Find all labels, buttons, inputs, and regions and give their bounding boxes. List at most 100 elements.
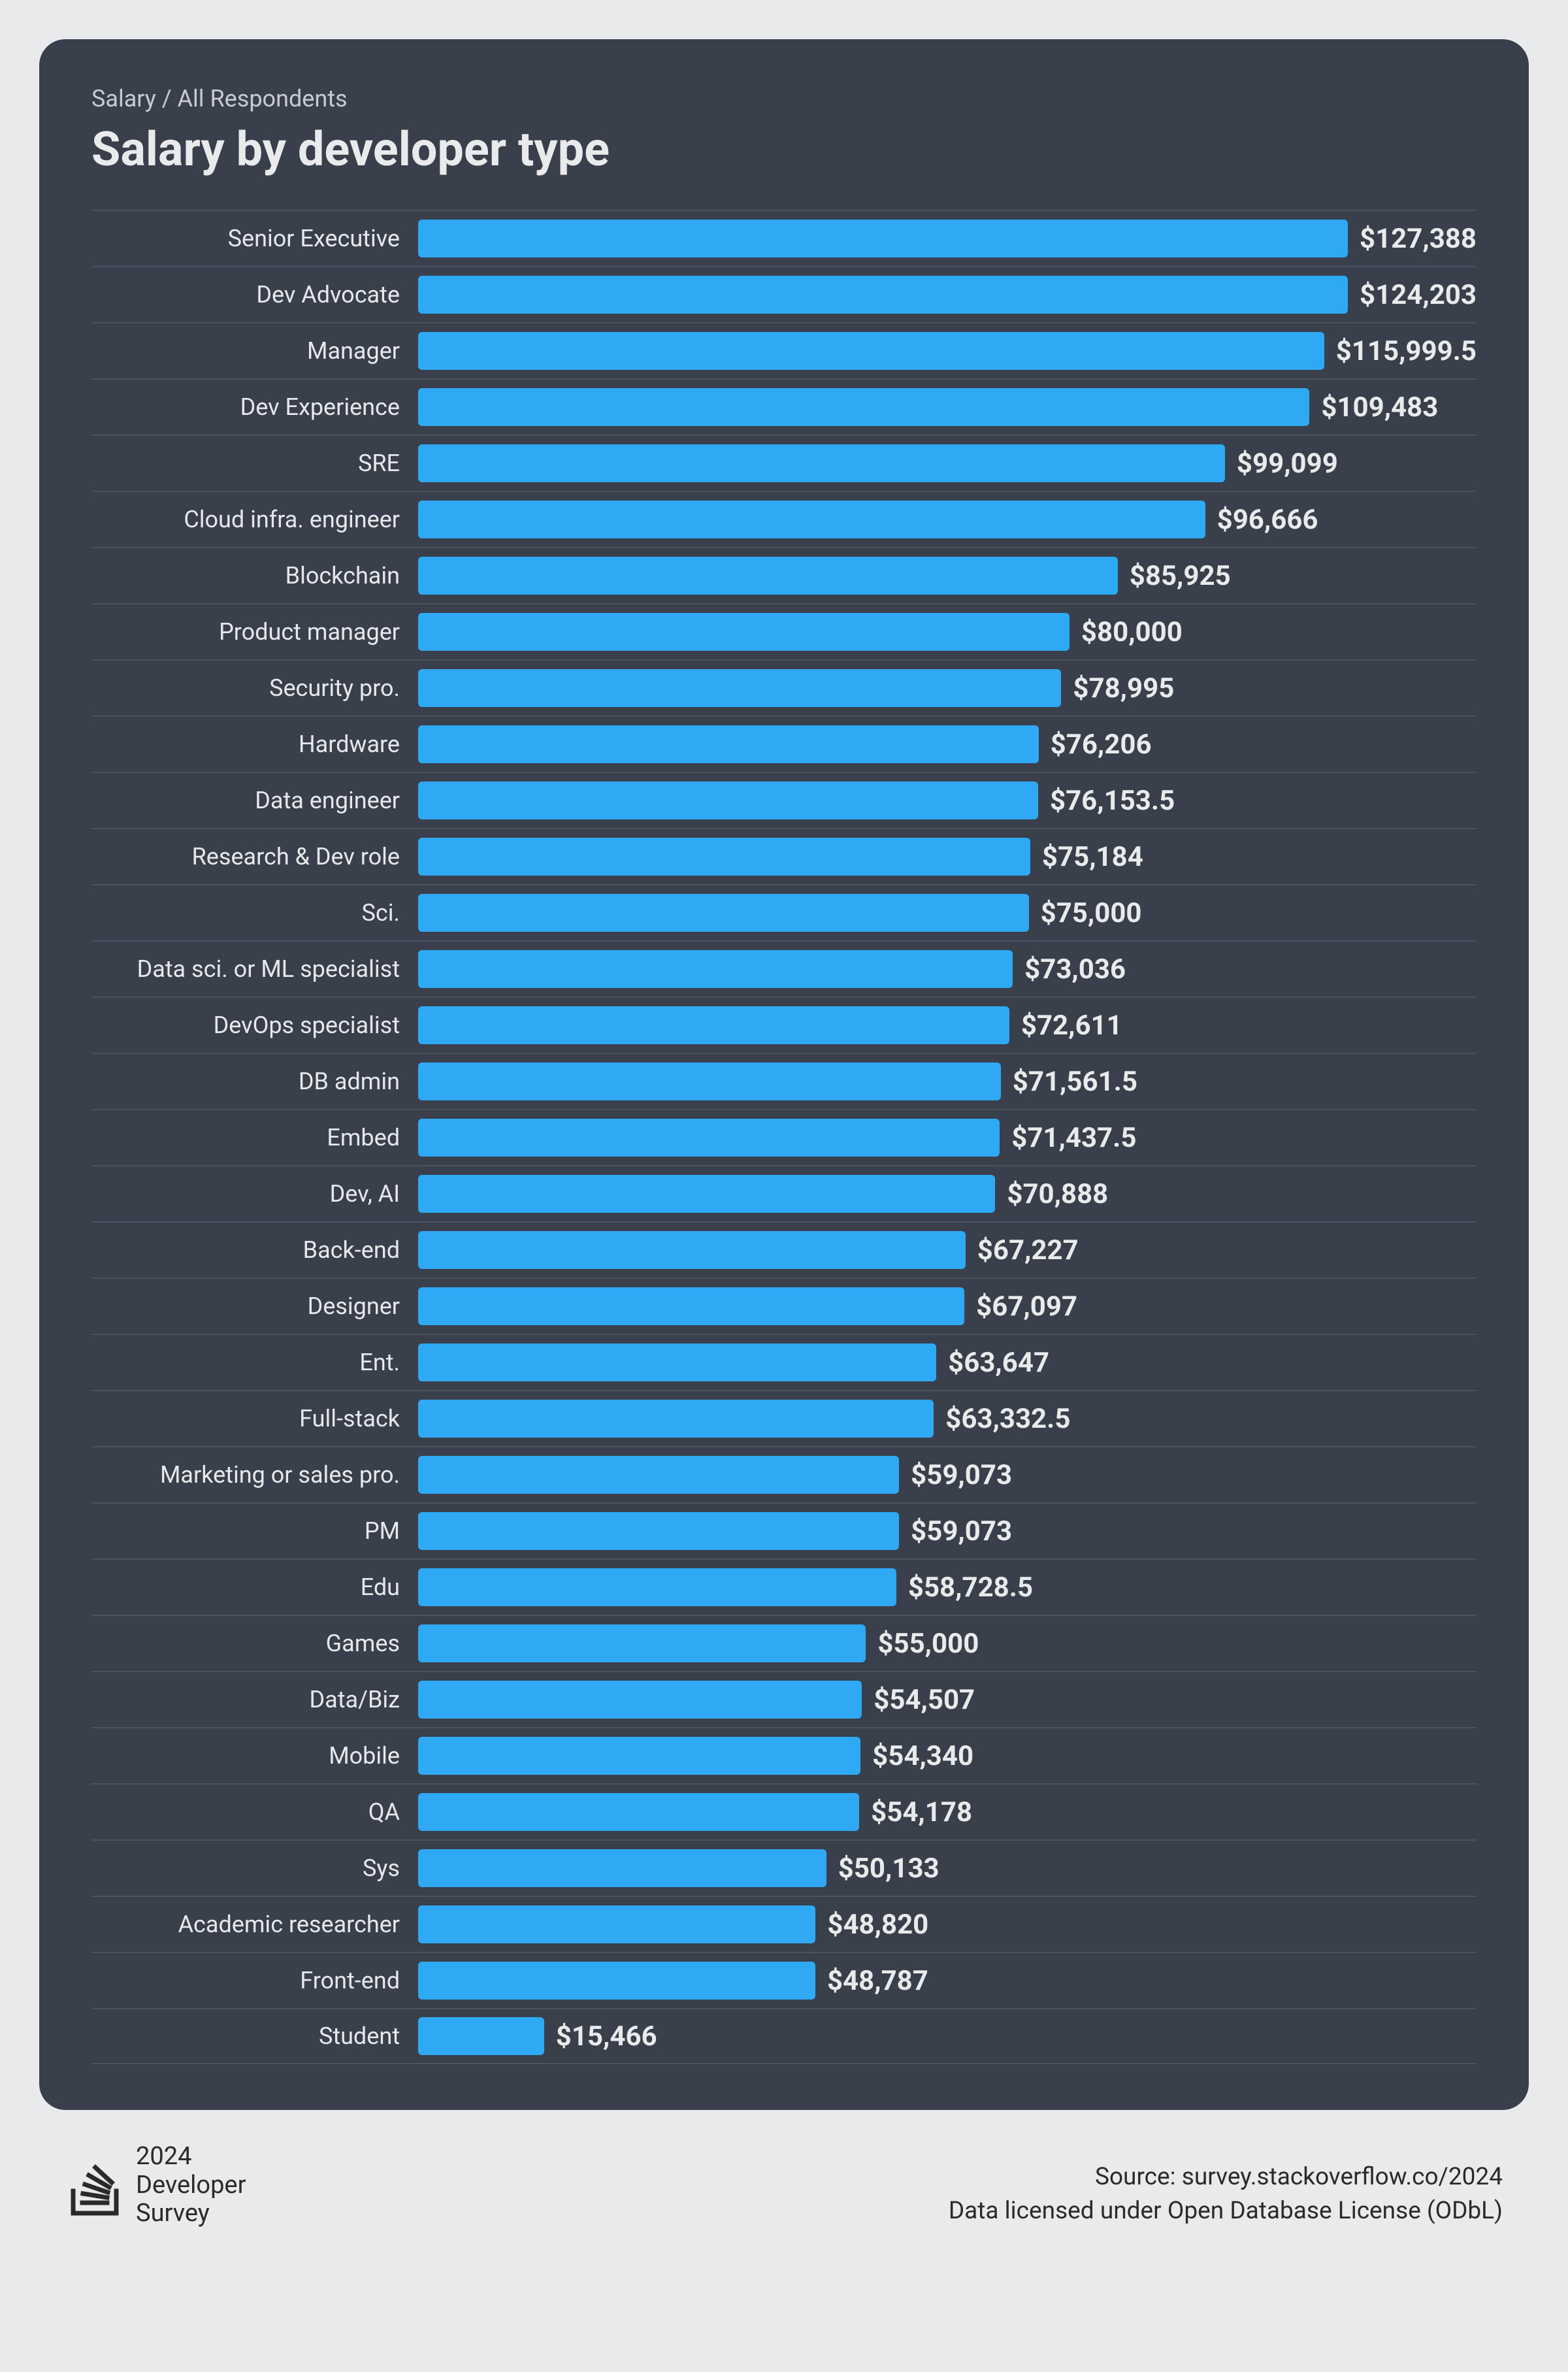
bar-value: $63,647	[948, 1347, 1049, 1379]
table-row: DB admin$71,561.5	[91, 1053, 1477, 1109]
bar-value: $109,483	[1321, 391, 1438, 423]
row-label: Dev Advocate	[91, 281, 418, 308]
table-row: Front-end$48,787	[91, 1952, 1477, 2008]
bar	[418, 950, 1013, 988]
row-label: Edu	[91, 1573, 418, 1601]
row-label: Designer	[91, 1293, 418, 1320]
bar	[418, 1062, 1001, 1100]
row-label: QA	[91, 1798, 418, 1826]
bar	[418, 1737, 860, 1775]
table-row: Full-stack$63,332.5	[91, 1390, 1477, 1446]
bar-zone: $48,820	[418, 1897, 1477, 1952]
bar-value: $54,507	[874, 1684, 975, 1716]
bar-value: $99,099	[1237, 448, 1338, 480]
row-label: SRE	[91, 450, 418, 477]
license-line: Data licensed under Open Database Licens…	[949, 2194, 1503, 2228]
logo-line-2: Survey	[136, 2199, 246, 2228]
table-row: Back-end$67,227	[91, 1221, 1477, 1277]
bar-zone: $67,227	[418, 1223, 1477, 1277]
bar-value: $59,073	[911, 1515, 1012, 1547]
bar-value: $67,097	[976, 1291, 1077, 1323]
bar-value: $75,184	[1042, 841, 1143, 873]
bar-zone: $58,728.5	[418, 1560, 1477, 1615]
bar	[418, 838, 1030, 876]
bar-value: $71,561.5	[1013, 1066, 1137, 1098]
bar	[418, 1287, 964, 1325]
bar-value: $80,000	[1081, 616, 1183, 648]
bar-value: $78,995	[1073, 672, 1174, 704]
bar	[418, 894, 1029, 932]
bar-value: $76,206	[1051, 729, 1152, 761]
bar	[418, 1793, 859, 1831]
bar-zone: $78,995	[418, 661, 1477, 716]
table-row: PM$59,073	[91, 1502, 1477, 1558]
bar	[418, 613, 1070, 651]
bar	[418, 388, 1309, 426]
row-label: Blockchain	[91, 562, 418, 589]
row-label: Mobile	[91, 1742, 418, 1770]
stackoverflow-icon	[65, 2152, 124, 2220]
bar-value: $58,728.5	[908, 1572, 1033, 1604]
table-row: Edu $58,728.5	[91, 1558, 1477, 1615]
row-label: Sys	[91, 1854, 418, 1882]
bar-zone: $76,206	[418, 717, 1477, 772]
table-row: Research & Dev role$75,184	[91, 828, 1477, 884]
breadcrumb: Salary / All Respondents	[91, 85, 1477, 112]
table-row: Dev Experience$109,483	[91, 378, 1477, 435]
row-label: Dev, AI	[91, 1180, 418, 1208]
table-row: DevOps specialist$72,611	[91, 997, 1477, 1053]
bar-zone: $76,153.5	[418, 773, 1477, 828]
bar	[418, 1119, 1000, 1157]
logo-block: 2024 Developer Survey	[65, 2143, 246, 2228]
table-row: Data sci. or ML specialist$73,036	[91, 940, 1477, 997]
bar	[418, 2017, 544, 2055]
bar	[418, 1343, 936, 1381]
logo-year: 2024	[136, 2143, 246, 2171]
bar-value: $48,787	[827, 1965, 928, 1997]
logo-line-1: Developer	[136, 2171, 246, 2200]
bar-value: $59,073	[911, 1459, 1012, 1491]
table-row: Games $55,000	[91, 1615, 1477, 1671]
bar-zone: $70,888	[418, 1166, 1477, 1221]
bar	[418, 220, 1348, 257]
table-row: Senior Executive$127,388	[91, 210, 1477, 266]
row-label: Manager	[91, 337, 418, 365]
bar	[418, 1568, 896, 1606]
row-label: Games	[91, 1630, 418, 1657]
bar-value: $15,466	[556, 2020, 657, 2052]
row-label: Cloud infra. engineer	[91, 506, 418, 533]
bar	[418, 1962, 815, 2000]
table-row: Ent.$63,647	[91, 1334, 1477, 1390]
table-row: Mobile $54,340	[91, 1727, 1477, 1783]
source-line: Source: survey.stackoverflow.co/2024	[949, 2160, 1503, 2194]
bar-zone: $55,000	[418, 1616, 1477, 1671]
bar-value: $70,888	[1007, 1178, 1108, 1210]
row-label: DevOps specialist	[91, 1012, 418, 1039]
row-label: Sci.	[91, 899, 418, 927]
footer: 2024 Developer Survey Source: survey.sta…	[39, 2110, 1529, 2228]
bar-value: $55,000	[877, 1628, 979, 1660]
bar-value: $50,133	[838, 1853, 939, 1885]
row-label: Academic researcher	[91, 1911, 418, 1938]
bar	[418, 1849, 826, 1887]
row-label: Data/Biz	[91, 1686, 418, 1713]
bar-value: $96,666	[1217, 504, 1318, 536]
bar	[418, 1456, 899, 1494]
table-row: Data engineer$76,153.5	[91, 772, 1477, 828]
bar-zone: $72,611	[418, 998, 1477, 1053]
row-label: Back-end	[91, 1236, 418, 1264]
bar	[418, 669, 1061, 707]
table-row: Security pro.$78,995	[91, 659, 1477, 716]
bar	[418, 557, 1118, 595]
table-row: Data/Biz $54,507	[91, 1671, 1477, 1727]
bar	[418, 1624, 866, 1662]
bar-value: $124,203	[1360, 279, 1477, 311]
bar-value: $54,340	[872, 1740, 973, 1772]
bar-zone: $54,340	[418, 1728, 1477, 1783]
table-row: Dev Advocate $124,203	[91, 266, 1477, 322]
row-label: Marketing or sales pro.	[91, 1461, 418, 1489]
bar	[418, 276, 1348, 314]
table-row: Designer $67,097	[91, 1277, 1477, 1334]
bar-zone: $67,097	[418, 1279, 1477, 1334]
bar-value: $54,178	[871, 1796, 972, 1828]
